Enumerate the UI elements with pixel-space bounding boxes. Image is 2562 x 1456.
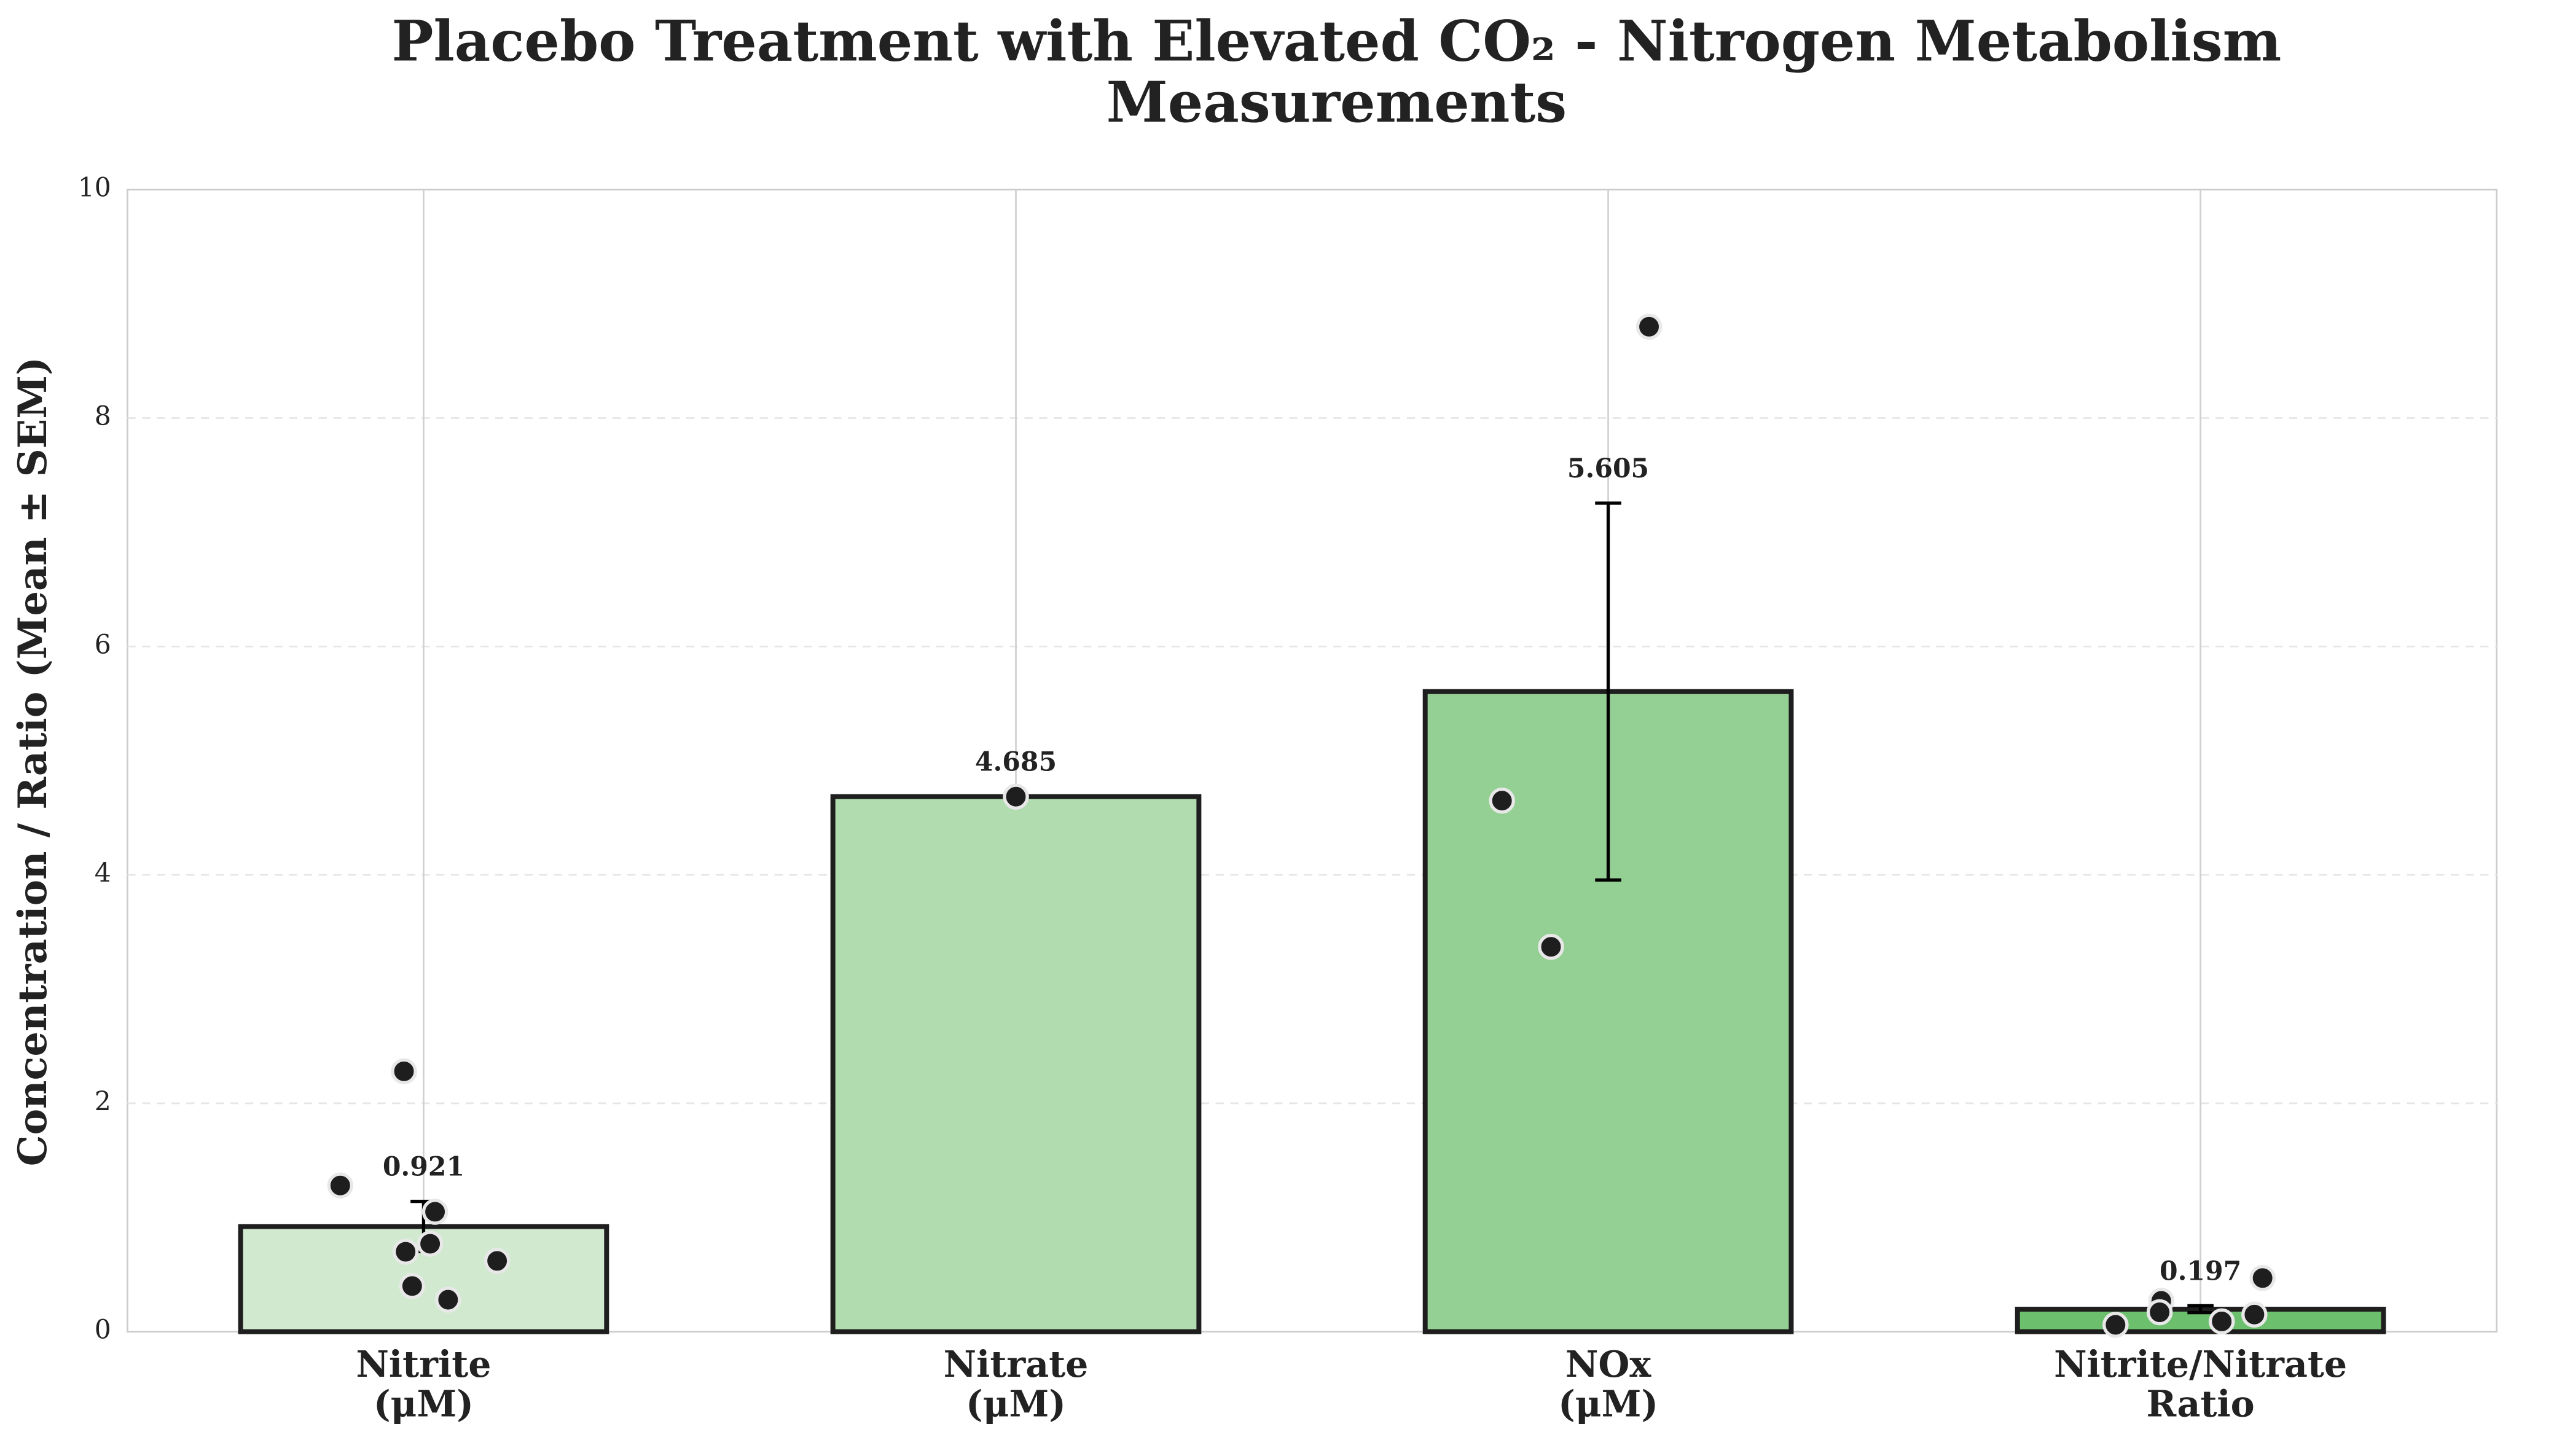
- data-point: [1538, 933, 1564, 960]
- data-point: [2146, 1299, 2173, 1326]
- y-tick-label: 2: [95, 1087, 111, 1117]
- value-label: 5.605: [1567, 453, 1649, 484]
- data-point: [391, 1058, 417, 1085]
- plot-frame: [127, 189, 2497, 1333]
- y-tick-label: 8: [95, 402, 111, 432]
- data-point: [1636, 313, 1663, 340]
- error-bar: [2187, 1304, 2214, 1315]
- x-tick-label: Nitrate (μM): [944, 1343, 1089, 1425]
- data-point: [392, 1239, 419, 1265]
- x-tick-label: Nitrite/Nitrate Ratio: [2054, 1343, 2347, 1425]
- value-label: 0.197: [2160, 1256, 2241, 1286]
- data-point: [2102, 1312, 2129, 1338]
- data-point: [484, 1248, 511, 1274]
- y-tick-label: 4: [95, 858, 111, 888]
- chart-title: Placebo Treatment with Elevated CO₂ - Ni…: [391, 9, 2281, 135]
- data-point: [421, 1199, 449, 1225]
- data-point: [1003, 783, 1029, 810]
- value-label: 0.921: [383, 1151, 464, 1182]
- data-point: [2249, 1265, 2276, 1291]
- y-tick-label: 6: [95, 630, 111, 660]
- data-point: [2241, 1301, 2268, 1328]
- data-point: [435, 1286, 461, 1313]
- data-point: [399, 1273, 426, 1299]
- x-tick-label: Nitrite (μM): [356, 1343, 491, 1425]
- x-tick-label: NOx (μM): [1558, 1343, 1658, 1425]
- data-point: [417, 1231, 444, 1257]
- data-point: [327, 1172, 354, 1199]
- data-point: [1489, 787, 1515, 814]
- error-bar: [1595, 501, 1621, 882]
- bar: [830, 794, 1202, 1334]
- y-tick-label: 0: [95, 1315, 111, 1345]
- y-tick-label: 10: [78, 173, 111, 203]
- y-axis-label: Concentration / Ratio (Mean ± SEM): [10, 357, 56, 1166]
- value-label: 4.685: [975, 747, 1057, 778]
- data-point: [2208, 1308, 2235, 1335]
